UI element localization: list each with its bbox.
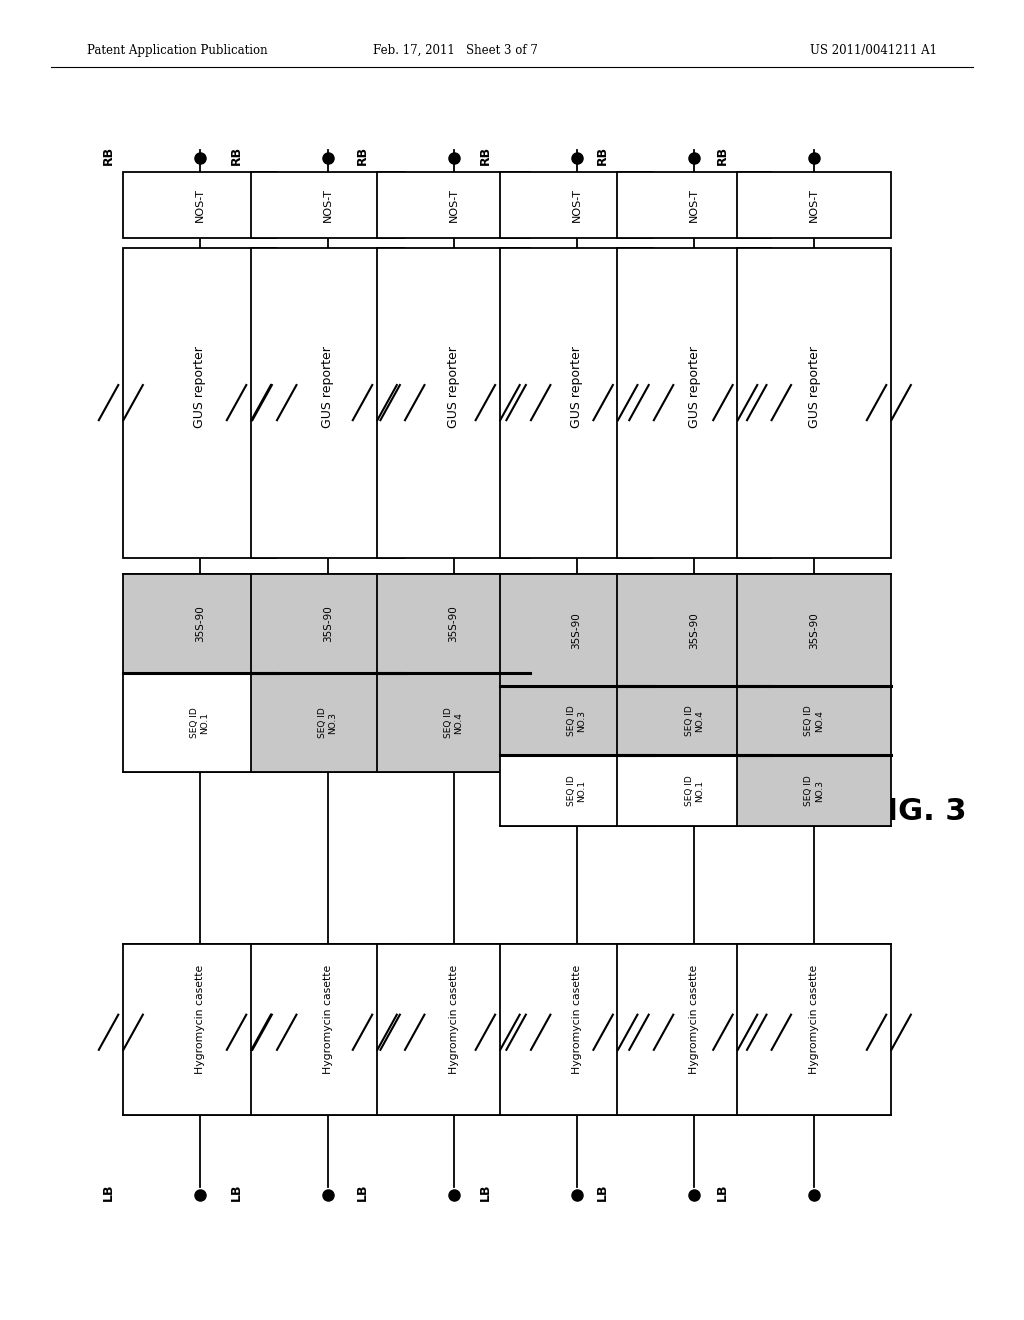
Text: SEQ ID
NO.3: SEQ ID NO.3 <box>567 705 586 737</box>
Text: Hygromycin casette: Hygromycin casette <box>323 965 333 1073</box>
Text: GUS reporter: GUS reporter <box>447 346 460 429</box>
Text: LB: LB <box>596 1183 609 1201</box>
Text: SEQ ID
NO.4: SEQ ID NO.4 <box>685 705 703 737</box>
Text: 35S-90: 35S-90 <box>195 606 205 642</box>
Bar <box>737 574 891 686</box>
Text: 35S-90: 35S-90 <box>571 612 582 648</box>
Text: GUS reporter: GUS reporter <box>808 346 820 429</box>
Text: 35S-90: 35S-90 <box>449 606 459 642</box>
Bar <box>737 944 891 1115</box>
Text: US 2011/0041211 A1: US 2011/0041211 A1 <box>810 44 937 57</box>
Bar <box>123 248 276 558</box>
Bar <box>123 172 276 238</box>
Text: RB: RB <box>101 147 115 165</box>
Text: NOS-T: NOS-T <box>195 187 205 222</box>
Text: Hygromycin casette: Hygromycin casette <box>449 965 459 1073</box>
Text: RB: RB <box>596 147 609 165</box>
Bar <box>377 673 530 772</box>
Bar <box>500 574 653 686</box>
Bar <box>251 172 404 238</box>
Text: 35S-90: 35S-90 <box>323 606 333 642</box>
Bar <box>737 172 891 238</box>
Text: NOS-T: NOS-T <box>449 187 459 222</box>
Text: SEQ ID
NO.3: SEQ ID NO.3 <box>318 708 337 738</box>
Text: LB: LB <box>478 1183 492 1201</box>
Text: NOS-T: NOS-T <box>571 187 582 222</box>
Bar <box>617 755 771 826</box>
Text: SEQ ID
NO.4: SEQ ID NO.4 <box>444 708 463 738</box>
Text: GUS reporter: GUS reporter <box>570 346 583 429</box>
Text: SEQ ID
NO.1: SEQ ID NO.1 <box>567 775 586 807</box>
Text: NOS-T: NOS-T <box>689 187 699 222</box>
Bar <box>377 574 530 673</box>
Bar <box>251 574 404 673</box>
Text: SEQ ID
NO.3: SEQ ID NO.3 <box>805 775 823 807</box>
Bar <box>500 248 653 558</box>
Bar <box>617 574 771 686</box>
Bar <box>377 172 530 238</box>
Text: SEQ ID
NO.4: SEQ ID NO.4 <box>805 705 823 737</box>
Bar <box>617 248 771 558</box>
Text: Hygromycin casette: Hygromycin casette <box>809 965 819 1073</box>
Text: GUS reporter: GUS reporter <box>322 346 334 429</box>
Bar <box>251 944 404 1115</box>
Text: 35S-90: 35S-90 <box>809 612 819 648</box>
Text: SEQ ID
NO.1: SEQ ID NO.1 <box>685 775 703 807</box>
Bar <box>617 944 771 1115</box>
Text: SEQ ID
NO.1: SEQ ID NO.1 <box>190 708 209 738</box>
Bar <box>737 686 891 755</box>
Bar <box>123 574 276 673</box>
Text: RB: RB <box>355 147 369 165</box>
Bar <box>500 172 653 238</box>
Text: LB: LB <box>101 1183 115 1201</box>
Bar <box>251 673 404 772</box>
Text: Patent Application Publication: Patent Application Publication <box>87 44 267 57</box>
Text: RB: RB <box>229 147 243 165</box>
Bar <box>500 686 653 755</box>
Bar <box>377 944 530 1115</box>
Bar <box>123 944 276 1115</box>
Bar <box>617 686 771 755</box>
Text: RB: RB <box>716 147 729 165</box>
Text: LB: LB <box>229 1183 243 1201</box>
Text: 35S-90: 35S-90 <box>689 612 699 648</box>
Bar <box>123 673 276 772</box>
Bar <box>617 172 771 238</box>
Text: Hygromycin casette: Hygromycin casette <box>571 965 582 1073</box>
Text: Feb. 17, 2011   Sheet 3 of 7: Feb. 17, 2011 Sheet 3 of 7 <box>373 44 539 57</box>
Bar <box>737 755 891 826</box>
Text: GUS reporter: GUS reporter <box>688 346 700 429</box>
Text: FIG. 3: FIG. 3 <box>866 797 967 826</box>
Text: NOS-T: NOS-T <box>323 187 333 222</box>
Text: Hygromycin casette: Hygromycin casette <box>689 965 699 1073</box>
Bar <box>500 755 653 826</box>
Text: LB: LB <box>355 1183 369 1201</box>
Bar <box>251 248 404 558</box>
Bar <box>377 248 530 558</box>
Text: GUS reporter: GUS reporter <box>194 346 206 429</box>
Bar <box>737 248 891 558</box>
Text: LB: LB <box>716 1183 729 1201</box>
Bar <box>500 944 653 1115</box>
Text: Hygromycin casette: Hygromycin casette <box>195 965 205 1073</box>
Text: NOS-T: NOS-T <box>809 187 819 222</box>
Text: RB: RB <box>478 147 492 165</box>
